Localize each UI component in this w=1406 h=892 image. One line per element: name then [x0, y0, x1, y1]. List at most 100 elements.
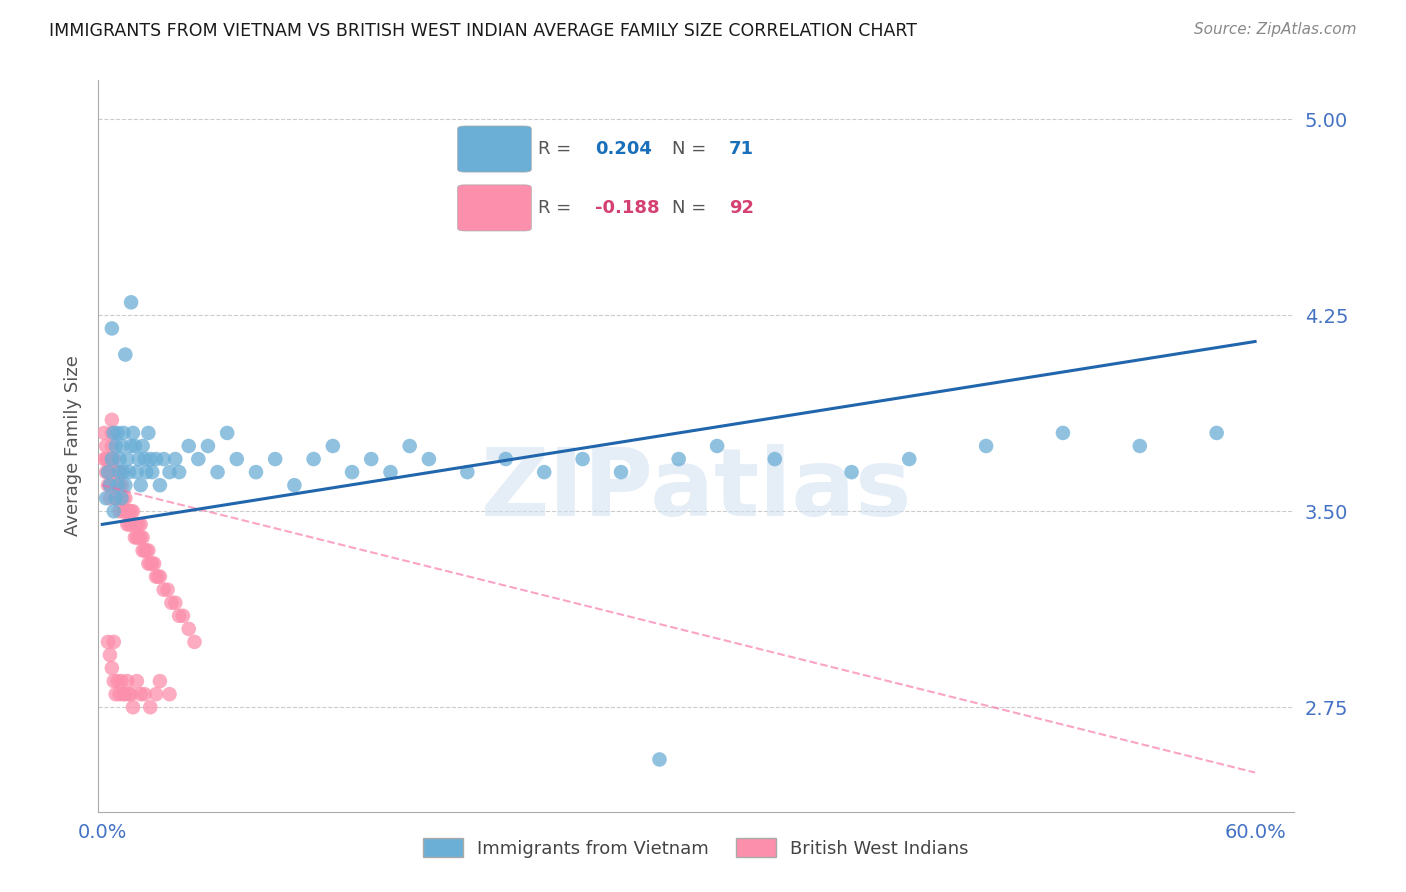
Point: [159, 465, 181, 479]
Point: [131, 543, 153, 558]
Point: [122, 425, 145, 440]
Point: [101, 439, 124, 453]
Point: [112, 504, 135, 518]
Point: [115, 504, 138, 518]
Point: [128, 452, 150, 467]
Point: [177, 439, 200, 453]
Point: [533, 465, 555, 479]
Point: [149, 569, 172, 583]
Point: [107, 425, 129, 440]
Point: [146, 569, 169, 583]
Point: [103, 478, 125, 492]
Point: [124, 517, 146, 532]
Point: [145, 452, 167, 467]
Point: [322, 439, 344, 453]
Point: [103, 452, 125, 467]
Point: [103, 465, 125, 479]
Point: [145, 569, 167, 583]
Point: [128, 517, 150, 532]
Point: [141, 465, 163, 479]
Point: [340, 465, 363, 479]
Point: [98, 478, 121, 492]
Point: [103, 425, 125, 440]
Text: ZIPatlas: ZIPatlas: [481, 444, 911, 536]
Point: [360, 452, 382, 467]
Point: [112, 465, 135, 479]
Point: [98, 648, 121, 662]
Point: [217, 425, 239, 440]
Point: [245, 465, 267, 479]
Point: [110, 439, 132, 453]
Point: [97, 465, 120, 479]
Point: [1129, 439, 1152, 453]
Y-axis label: Average Family Size: Average Family Size: [63, 356, 82, 536]
Point: [129, 687, 152, 701]
Point: [104, 491, 127, 506]
Point: [101, 452, 124, 467]
Point: [302, 452, 325, 467]
Point: [118, 517, 141, 532]
Point: [104, 439, 127, 453]
Point: [648, 752, 671, 766]
Point: [107, 478, 129, 492]
Point: [131, 439, 153, 453]
Point: [898, 452, 921, 467]
Point: [159, 687, 181, 701]
Point: [974, 439, 997, 453]
Point: [139, 700, 162, 714]
Point: [183, 635, 205, 649]
Point: [110, 491, 132, 506]
Point: [571, 452, 593, 467]
Point: [128, 531, 150, 545]
Point: [145, 687, 167, 701]
Point: [134, 452, 156, 467]
Point: [115, 517, 138, 532]
Point: [94, 491, 117, 506]
Point: [122, 504, 145, 518]
Point: [114, 687, 136, 701]
Point: [103, 635, 125, 649]
Point: [120, 295, 142, 310]
Point: [125, 517, 148, 532]
Point: [120, 439, 142, 453]
Point: [110, 674, 132, 689]
Point: [110, 478, 132, 492]
Point: [138, 425, 160, 440]
Point: [139, 452, 162, 467]
Point: [103, 674, 125, 689]
Point: [125, 674, 148, 689]
Point: [108, 465, 131, 479]
Point: [165, 452, 187, 467]
Point: [97, 478, 120, 492]
Point: [108, 504, 131, 518]
Point: [93, 425, 115, 440]
Point: [668, 452, 690, 467]
Point: [107, 674, 129, 689]
Point: [172, 608, 194, 623]
Point: [93, 452, 115, 467]
Point: [104, 687, 127, 701]
Point: [138, 543, 160, 558]
Point: [104, 491, 127, 506]
Point: [108, 452, 131, 467]
Point: [141, 557, 163, 571]
Point: [118, 687, 141, 701]
Point: [177, 622, 200, 636]
Point: [98, 465, 121, 479]
Point: [122, 700, 145, 714]
Point: [94, 452, 117, 467]
Point: [103, 504, 125, 518]
Point: [122, 517, 145, 532]
Point: [101, 661, 124, 675]
Point: [152, 582, 174, 597]
Point: [107, 478, 129, 492]
Point: [380, 465, 402, 479]
Point: [120, 687, 142, 701]
Point: [129, 478, 152, 492]
Point: [398, 439, 420, 453]
Point: [456, 465, 478, 479]
Point: [225, 452, 247, 467]
Point: [160, 596, 183, 610]
Point: [112, 491, 135, 506]
Text: IMMIGRANTS FROM VIETNAM VS BRITISH WEST INDIAN AVERAGE FAMILY SIZE CORRELATION C: IMMIGRANTS FROM VIETNAM VS BRITISH WEST …: [49, 22, 917, 40]
